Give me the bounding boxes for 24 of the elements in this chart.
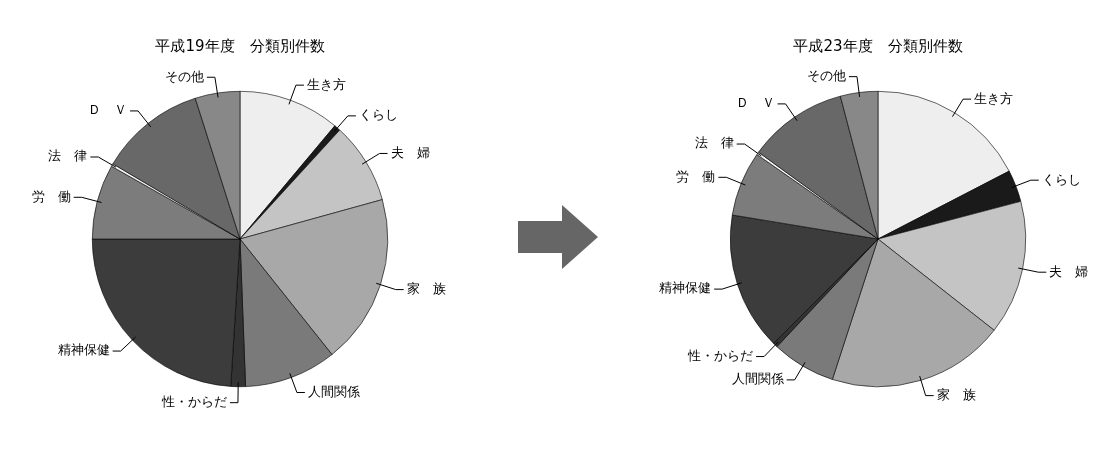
slice-label: 人間関係	[307, 383, 360, 399]
slice-label: 法 律	[694, 135, 734, 151]
slice-label: 人間関係	[731, 371, 784, 387]
slice-label: 法 律	[48, 148, 88, 164]
slice-label: 夫 婦	[1049, 263, 1089, 279]
slice-label: 生き方	[306, 76, 346, 92]
slice-label: 生き方	[974, 90, 1014, 106]
slice-label: 夫 婦	[390, 144, 430, 160]
slice-label: 家 族	[406, 280, 446, 296]
slice-label: くらし	[1041, 171, 1081, 187]
slice-label: その他	[164, 68, 204, 84]
slice-label: 精神保健	[659, 280, 712, 296]
chart-title: 平成23年度 分類別件数	[793, 36, 963, 55]
slice-label: その他	[806, 68, 846, 84]
slice-label: くらし	[358, 107, 398, 123]
slice-label: 家 族	[936, 386, 976, 402]
slice-label: 性・からだ	[160, 394, 227, 410]
slice-label: 性・からだ	[687, 347, 754, 363]
slice-label: Ｄ Ｖ	[735, 95, 775, 111]
slice-label: 労 働	[676, 168, 716, 184]
slice-label: Ｄ Ｖ	[88, 102, 128, 118]
chart-title: 平成19年度 分類別件数	[155, 36, 325, 55]
slice-label: 精神保健	[57, 342, 110, 358]
slice-label: 労 働	[31, 188, 71, 204]
